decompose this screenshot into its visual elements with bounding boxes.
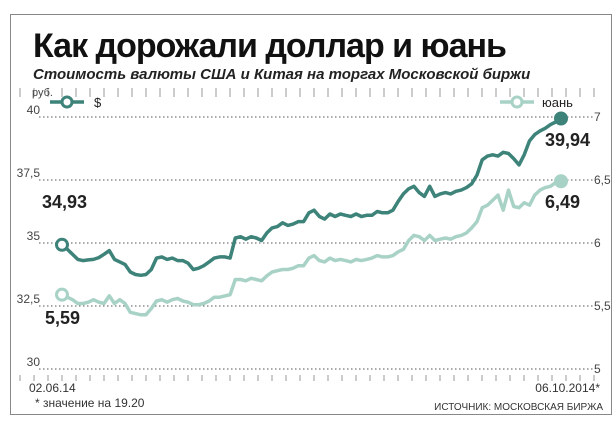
legend-cny-label: юань — [542, 95, 573, 110]
legend-cny-marker — [510, 95, 524, 109]
cny-start-label: 5,59 — [45, 308, 80, 328]
right-tick-label: 6 — [594, 236, 601, 250]
left-tick-label: 30 — [27, 355, 41, 369]
right-tick-label: 5 — [594, 362, 601, 376]
x-end-label: 06.10.2014* — [535, 381, 600, 395]
chart-title: Как дорожали доллар и юань — [33, 27, 507, 65]
left-tick-label: 32,5 — [17, 292, 41, 306]
outer-border — [10, 14, 612, 415]
usd-start-label: 34,93 — [42, 192, 87, 212]
left-tick-label: 37,5 — [17, 166, 41, 180]
left-tick-label: 35 — [27, 229, 41, 243]
series-start-marker-usd — [55, 237, 69, 252]
series-end-marker-cny — [554, 174, 568, 189]
chart-subtitle: Стоимость валюты США и Китая на торгах М… — [33, 66, 531, 83]
right-tick-label: 6,5 — [594, 173, 611, 187]
series-line-cny — [60, 179, 563, 317]
source-label: ИСТОЧНИК: МОСКОВСКАЯ БИРЖА — [434, 402, 603, 413]
series-end-marker-usd — [554, 111, 568, 126]
usd-end-label: 39,94 — [545, 130, 590, 150]
cny-end-label: 6,49 — [545, 192, 580, 212]
legend-usd-label: $ — [94, 95, 102, 110]
footnote: * значение на 19.20 — [35, 396, 145, 410]
series-start-marker-cny — [55, 287, 69, 302]
series-line-usd — [60, 116, 563, 278]
x-start-label: 02.06.14 — [29, 381, 76, 395]
left-axis-unit: руб. — [32, 87, 53, 99]
right-tick-label: 5,5 — [594, 299, 611, 313]
right-tick-label: 7 — [594, 110, 601, 124]
legend-usd-marker — [60, 95, 74, 109]
left-tick-label: 40 — [27, 103, 41, 117]
